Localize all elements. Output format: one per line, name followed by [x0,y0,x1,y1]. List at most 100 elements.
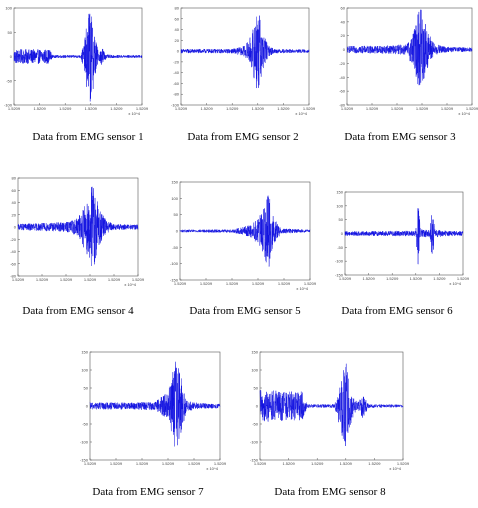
y-tick-label: 50 [174,212,179,217]
emg-signal-trace [13,13,143,102]
y-tick-label: 100 [81,368,88,373]
x-tick-label: 1.5209 [339,276,352,281]
y-tick-label: -50 [252,422,259,427]
y-tick-label: 0 [343,47,346,52]
x-tick-label: 1.5209 [466,106,478,111]
y-tick-label: 150 [171,180,178,185]
x-tick-label: 1.5209 [341,106,354,111]
emg-panel-8: 150 100 50 0 -50 -100 -150 1.5209 1.5209 1.5209 1.… [250,350,410,472]
x-tick-label: 1.5209 [174,281,187,286]
y-tick-label: 20 [12,212,17,217]
y-tick-label: 80 [175,6,180,11]
x-tick-label: 1.5209 [252,281,265,286]
x-tick-label: 1.5209 [366,106,379,111]
y-tick-label: -60 [173,81,180,86]
x-tick-label: 1.5209 [110,106,123,111]
x-tick-label: 1.5209 [311,461,324,466]
x-tick-label: 1.5209 [108,277,121,282]
y-tick-label: -50 [6,78,13,83]
y-tick-label: 100 [171,196,178,201]
y-tick-label: -60 [10,261,17,266]
emg-signal-trace [17,186,139,266]
emg-signal-trace [346,9,473,86]
y-tick-label: -100 [170,261,179,266]
y-tick-label: -150 [80,458,89,463]
x-exponent-label: x 10^4 [296,286,308,291]
x-tick-label: 1.5209 [85,106,98,111]
x-exponent-label: x 10^4 [124,282,136,287]
emg-panel-5: 150 100 50 0 -50 -100 -150 1.5209 1.5209 1.5209 1.… [170,180,317,292]
y-tick-label: 150 [336,190,343,195]
y-tick-label: -100 [4,103,13,108]
y-tick-label: 0 [256,404,259,409]
x-tick-label: 1.5209 [36,277,49,282]
emg-caption-6: Data from EMG sensor 6 [341,305,453,317]
y-tick-label: 60 [341,6,346,11]
emg-panel-6: 150 100 50 0 -50 -100 -150 1.5209 1.5209 1.5209 1.… [335,190,470,287]
y-tick-label: -150 [170,278,179,283]
x-tick-label: 1.5209 [410,276,423,281]
y-tick-label: -20 [10,237,17,242]
x-tick-label: 1.5209 [254,461,267,466]
x-tick-label: 1.5209 [132,277,145,282]
y-tick-label: 100 [251,368,258,373]
emg-signal-trace [180,15,310,89]
y-tick-label: 100 [336,203,343,208]
x-tick-label: 1.5209 [304,281,317,286]
y-tick-label: -100 [335,259,344,264]
x-tick-label: 1.5209 [278,281,291,286]
y-tick-label: 50 [84,386,89,391]
y-tick-label: -50 [337,245,344,250]
y-tick-label: -150 [335,273,344,278]
y-tick-label: -80 [339,103,346,108]
x-tick-label: 1.5209 [200,106,213,111]
x-tick-label: 1.5209 [303,106,316,111]
emg-caption-2: Data from EMG sensor 2 [187,131,299,143]
x-tick-label: 1.5209 [33,106,46,111]
x-tick-label: 1.5209 [214,461,227,466]
y-tick-label: 150 [81,350,88,355]
x-tick-label: 1.5209 [188,461,201,466]
y-tick-label: 50 [8,30,13,35]
y-tick-label: 0 [10,54,13,59]
x-tick-label: 1.5209 [226,281,239,286]
x-tick-label: 1.5209 [8,106,21,111]
x-tick-label: 1.5209 [433,276,446,281]
emg-caption-8: Data from EMG sensor 8 [274,486,386,498]
y-tick-label: 50 [254,386,259,391]
x-exponent-label: x 10^4 [449,281,461,286]
x-tick-label: 1.5209 [362,276,375,281]
x-tick-label: 1.5209 [397,461,410,466]
y-tick-label: 40 [12,200,17,205]
emg-signal-trace [179,195,311,267]
y-tick-label: -80 [10,274,17,279]
x-tick-label: 1.5209 [60,277,73,282]
x-tick-label: 1.5209 [12,277,25,282]
y-tick-label: -50 [82,422,89,427]
y-tick-label: 20 [175,38,180,43]
x-tick-label: 1.5209 [368,461,381,466]
x-exponent-label: x 10^4 [295,111,307,116]
x-tick-label: 1.5209 [84,277,97,282]
x-tick-label: 1.5209 [391,106,404,111]
emg-signal-trace [259,363,404,447]
y-tick-label: 0 [14,225,17,230]
emg-caption-1: Data from EMG sensor 1 [32,131,144,143]
x-exponent-label: x 10^4 [206,466,218,471]
x-tick-label: 1.5209 [162,461,175,466]
emg-signal-trace [344,208,464,265]
y-tick-label: -80 [173,92,180,97]
y-tick-label: -20 [173,59,180,64]
emg-caption-7: Data from EMG sensor 7 [92,486,204,498]
y-tick-label: 0 [86,404,89,409]
y-tick-label: 20 [341,33,346,38]
y-tick-label: -60 [339,89,346,94]
y-tick-label: -100 [250,440,259,445]
y-tick-label: -40 [10,249,17,254]
y-tick-label: 60 [12,188,17,193]
